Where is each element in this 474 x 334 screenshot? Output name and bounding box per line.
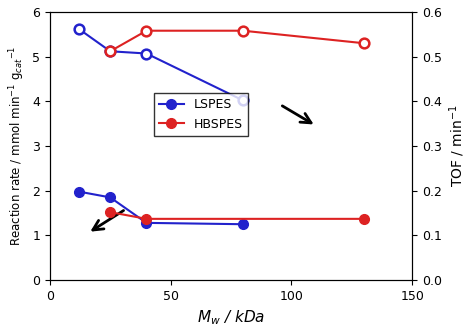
X-axis label: $M_w$ / kDa: $M_w$ / kDa	[197, 308, 265, 327]
Y-axis label: Reaction rate / mmol min$^{-1}$ g$_{cat}$$^{-1}$: Reaction rate / mmol min$^{-1}$ g$_{cat}…	[7, 46, 27, 246]
Y-axis label: TOF / min$^{-1}$: TOF / min$^{-1}$	[447, 105, 467, 187]
Legend: LSPES, HBSPES: LSPES, HBSPES	[154, 93, 248, 136]
